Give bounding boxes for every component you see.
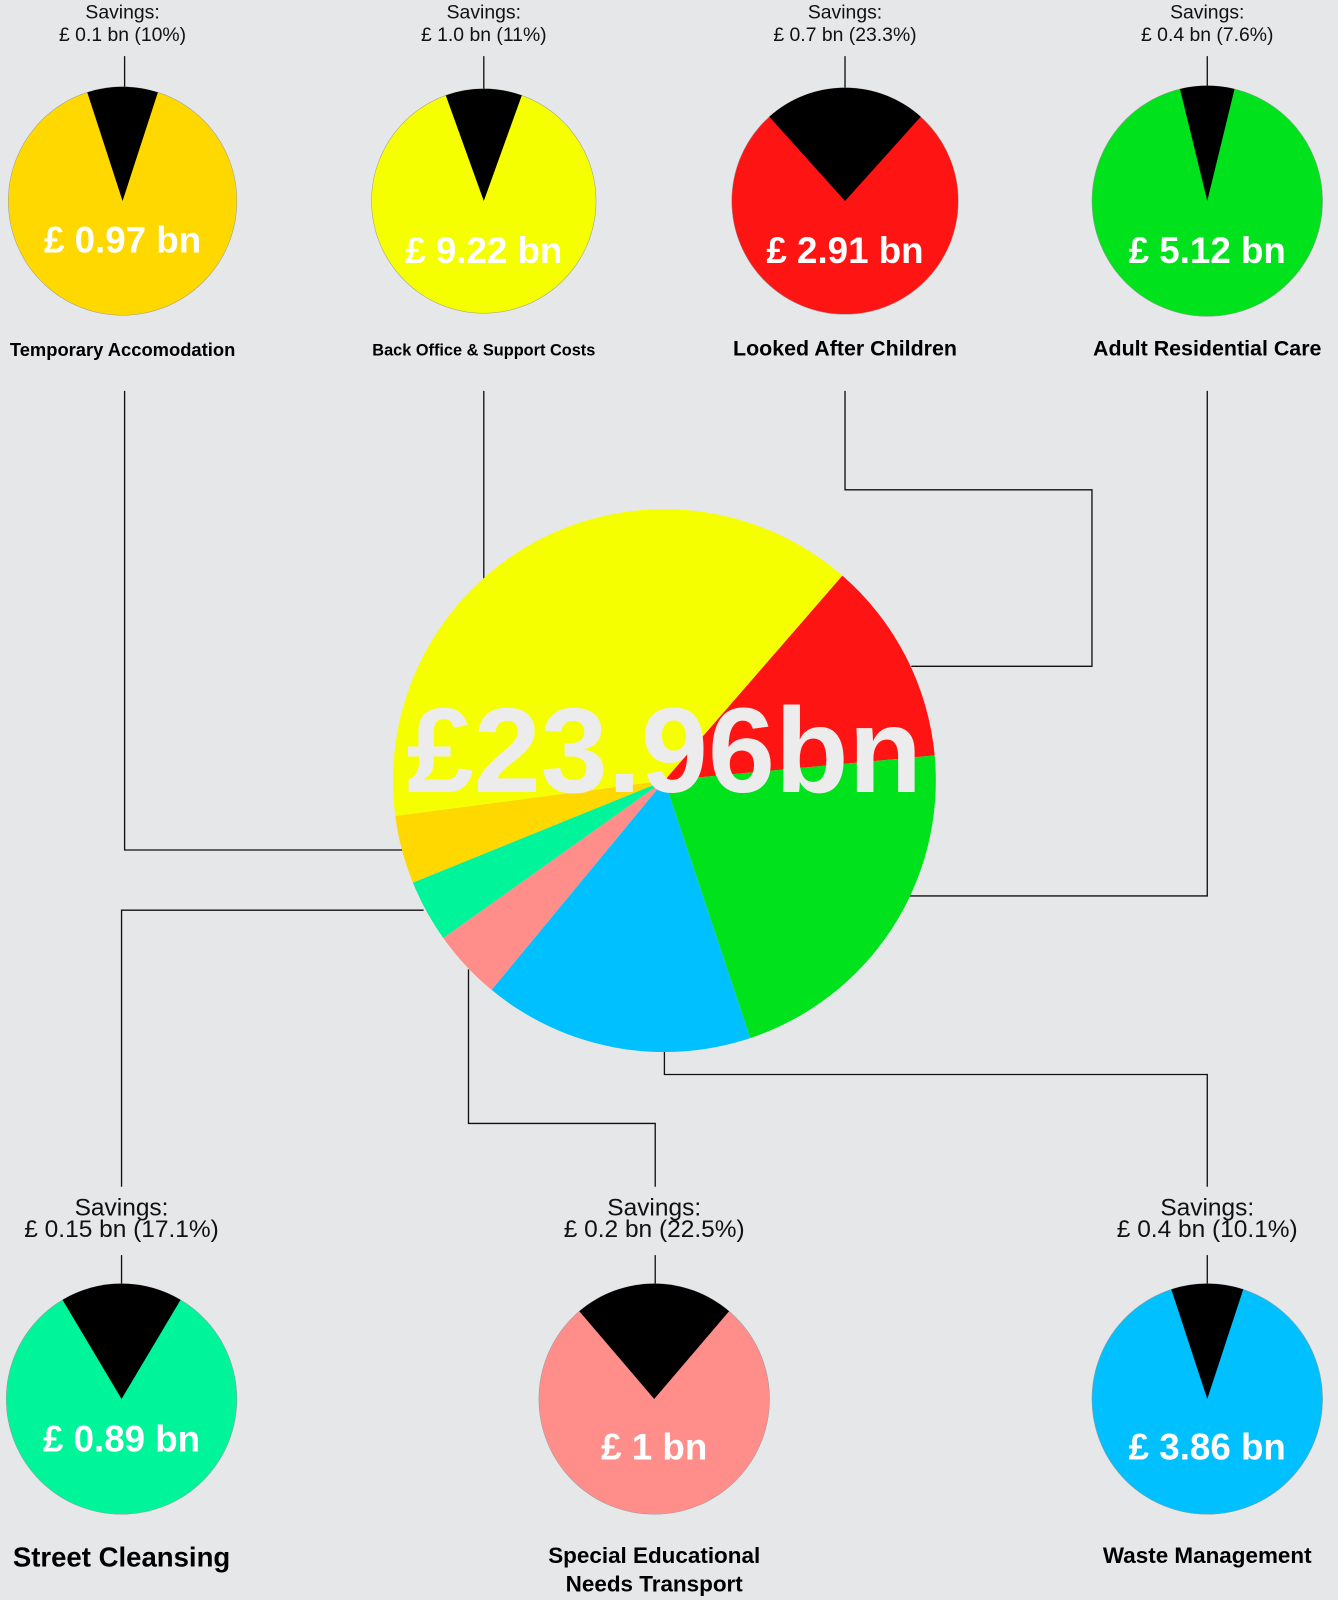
savings-wedge — [87, 86, 158, 202]
savings-heading: Savings: — [808, 1, 882, 23]
budget-label: £ 0.89 bn — [43, 1419, 200, 1460]
savings-label: £ 0.2 bn (22.5%) — [564, 1216, 745, 1243]
pie-slice — [395, 780, 665, 883]
budget-label: £ 2.91 bn — [766, 230, 923, 271]
savings-label: £ 0.4 bn (10.1%) — [1117, 1216, 1298, 1243]
pie-slice — [392, 509, 843, 817]
connector — [663, 1051, 1208, 1187]
service-name: Street Cleansing — [13, 1541, 230, 1572]
service-name: Adult Residential Care — [1093, 337, 1321, 361]
budget-label: £ 9.22 bn — [405, 230, 562, 271]
service-name: Back Office & Support Costs — [372, 341, 595, 359]
total-pie — [392, 509, 936, 1053]
savings-wedge — [1179, 85, 1235, 202]
pie-slice — [664, 575, 935, 781]
savings-wedge — [769, 87, 921, 202]
connector — [467, 969, 656, 1187]
service-name: Temporary Accomodation — [10, 339, 235, 360]
service-name: Needs Transport — [566, 1572, 744, 1597]
savings-wedge — [1171, 1283, 1244, 1399]
savings-label: £ 0.15 bn (17.1%) — [24, 1216, 219, 1243]
savings-heading: Savings: — [447, 1, 521, 23]
connector — [908, 390, 1208, 897]
pie-slice — [664, 755, 936, 1039]
pie-slice — [491, 780, 751, 1053]
service-name: Looked After Children — [733, 337, 957, 361]
budget-label: £ 1 bn — [601, 1427, 707, 1468]
service-name: Special Educational — [548, 1543, 760, 1568]
savings-wedge — [62, 1283, 181, 1399]
savings-heading: Savings: — [75, 1195, 169, 1222]
savings-heading: Savings: — [1160, 1195, 1254, 1222]
connectors — [120, 56, 1208, 1286]
total-label: £23.96bn — [407, 683, 922, 818]
connector — [120, 909, 424, 1187]
savings-label: £ 0.7 bn (23.3%) — [773, 24, 916, 46]
service-name: Waste Management — [1103, 1543, 1312, 1568]
savings-label: £ 0.1 bn (10%) — [59, 24, 186, 46]
connector — [123, 390, 404, 851]
budget-label: £ 0.97 bn — [44, 220, 201, 261]
savings-wedge — [445, 88, 522, 202]
savings-label: £ 1.0 bn (11%) — [421, 24, 547, 46]
pie-slice — [443, 780, 665, 990]
savings-label: £ 0.4 bn (7.6%) — [1141, 24, 1273, 46]
savings-wedge — [579, 1283, 730, 1399]
savings-heading: Savings: — [85, 1, 159, 23]
budget-label: £ 3.86 bn — [1129, 1427, 1286, 1468]
budget-label: £ 5.12 bn — [1129, 230, 1286, 271]
connector — [844, 390, 1093, 667]
savings-heading: Savings: — [1170, 1, 1244, 23]
pie-slice — [412, 780, 665, 938]
savings-heading: Savings: — [607, 1195, 701, 1222]
